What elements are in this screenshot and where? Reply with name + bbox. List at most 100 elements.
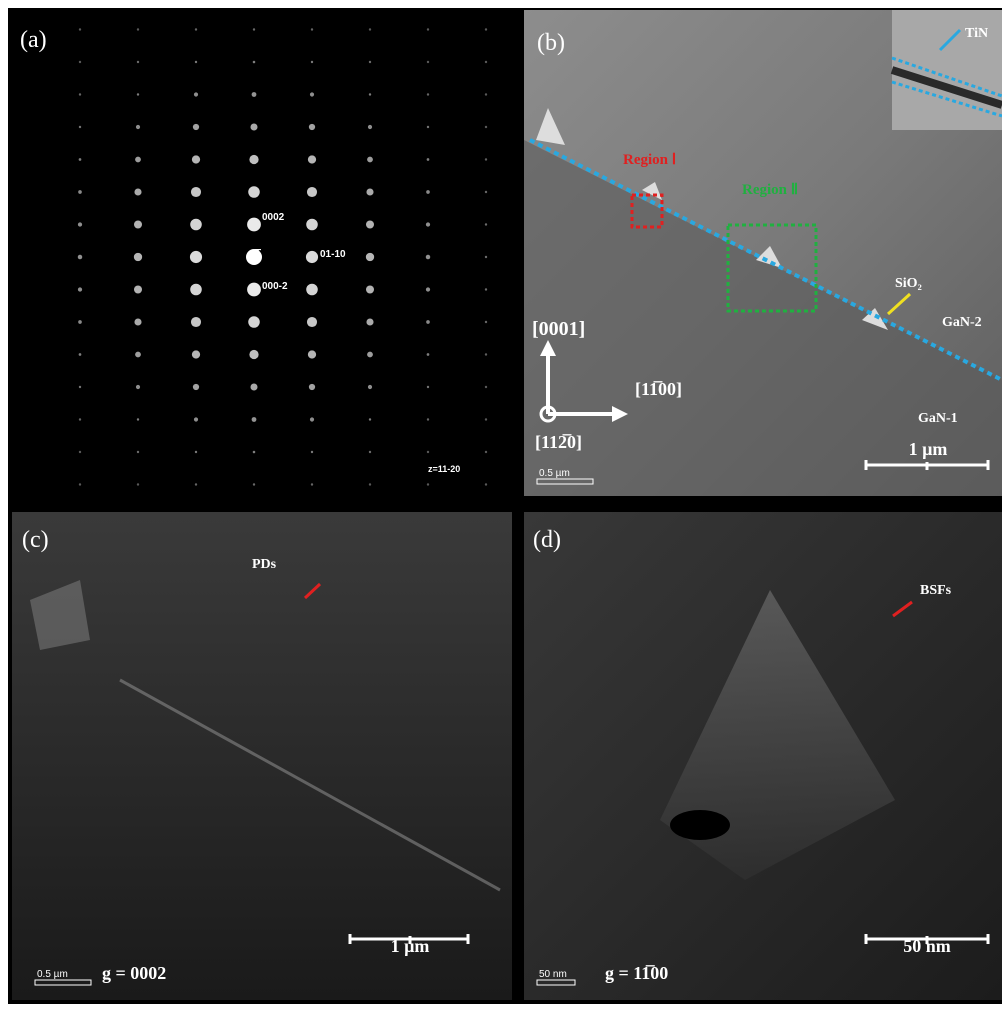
diffraction-spot [194, 92, 198, 96]
diffraction-spot [248, 316, 260, 328]
diffraction-spot [136, 125, 140, 129]
spot-label: 000-2 [262, 281, 288, 292]
diffraction-spot [79, 126, 81, 128]
diffraction-spot [135, 352, 141, 358]
diffraction-spot [192, 350, 200, 358]
diffraction-spot [79, 451, 81, 453]
diffraction-spot [306, 219, 318, 231]
diffraction-spot [79, 353, 82, 356]
inset-label: TiN [965, 26, 988, 41]
diffraction-spot [190, 284, 202, 296]
diffraction-spot [485, 61, 487, 63]
diffraction-spot [485, 126, 487, 128]
material-label: GaN-1 [918, 411, 958, 426]
diffraction-spot [311, 61, 313, 63]
material-label: SiO₂ [895, 276, 922, 291]
diffraction-spot [191, 187, 201, 197]
diffraction-spot [134, 286, 142, 294]
panel-a: (a) 0002 T 01-10 000-2 z=11-20 [12, 10, 512, 497]
diffraction-spot [368, 385, 372, 389]
diffraction-spot [306, 284, 318, 296]
diffraction-spot [191, 317, 201, 327]
panel-c: (c) PDs 0.5 µm g = 0002 1 µm [12, 512, 512, 1000]
diffraction-spot [78, 320, 82, 324]
diffraction-spot [310, 417, 314, 421]
diffraction-spot [193, 384, 199, 390]
diffraction-spot [369, 451, 371, 453]
diffraction-spot [311, 28, 313, 30]
diffraction-spot [427, 126, 429, 128]
diffraction-spot [137, 93, 139, 95]
diffraction-spot [79, 61, 81, 63]
diffraction-spot [485, 223, 487, 225]
panel-b: (b) TiN Region Ⅰ Region Ⅱ SiO₂ GaN-2 GaN… [524, 10, 1002, 496]
diffraction-spot [78, 255, 82, 259]
diffraction-spot [485, 483, 487, 485]
diffraction-spot [253, 483, 255, 485]
diffraction-spot [427, 158, 430, 161]
diffraction-spot [427, 451, 429, 453]
diffraction-spot [190, 219, 202, 231]
diffraction-spot [136, 385, 140, 389]
diffraction-spot [135, 157, 141, 163]
diffraction-spot [78, 222, 82, 226]
axis-label: [112̅0] [535, 432, 582, 452]
spot-label: T [255, 248, 261, 259]
diffraction-spot [309, 124, 315, 130]
diffraction-spot [192, 155, 200, 163]
figure: (a) 0002 T 01-10 000-2 z=11-20 (b) TiN R… [0, 0, 1002, 1011]
diffraction-spot [307, 317, 317, 327]
diffraction-spot [134, 318, 141, 325]
diffraction-spot [137, 28, 139, 30]
diffraction-image [12, 10, 512, 497]
diffraction-spot [368, 125, 372, 129]
diffraction-spot [426, 222, 430, 226]
diffraction-spot [485, 321, 487, 323]
diffraction-spot [485, 158, 487, 160]
diffraction-spot [427, 28, 429, 30]
panel-label: (d) [533, 527, 561, 553]
diffraction-spot [485, 93, 487, 95]
diffraction-spot [137, 483, 139, 485]
diffraction-spot [134, 221, 142, 229]
diffraction-spot [249, 350, 258, 359]
diffraction-spot [369, 93, 371, 95]
diffraction-spot [311, 451, 313, 453]
diffraction-spot [79, 93, 81, 95]
diffraction-spot [366, 286, 374, 294]
material-label: GaN-2 [942, 315, 982, 330]
diffraction-spot [369, 28, 371, 30]
diffraction-spot [190, 251, 202, 263]
diffraction-spot [485, 451, 487, 453]
diffraction-spot [367, 352, 373, 358]
panel-d: (d) BSFs 50 nm g = 11̅00 50 nm [524, 512, 1002, 1000]
diffraction-spot [134, 253, 142, 261]
diffraction-spot [253, 451, 256, 454]
axis-label: [11̅00] [635, 379, 682, 399]
diffraction-spot [79, 158, 82, 161]
diffraction-spot [247, 283, 261, 297]
page: (a) 0002 T 01-10 000-2 z=11-20 (b) TiN R… [0, 0, 1002, 1011]
diffraction-spot [485, 418, 487, 420]
diffraction-spot [250, 123, 257, 130]
annotation: PDs [252, 557, 277, 572]
panel-label: (b) [537, 30, 565, 56]
diffraction-spot [306, 251, 318, 263]
cavity [670, 810, 730, 840]
small-scale-label: 0.5 µm [37, 969, 68, 980]
diffraction-spot [193, 124, 199, 130]
diffraction-spot [427, 93, 429, 95]
scale-label: 50 nm [903, 936, 951, 956]
diffraction-spot [366, 221, 374, 229]
diffraction-spot [252, 417, 257, 422]
diffraction-spot [195, 483, 197, 485]
spot-label: 0002 [262, 212, 285, 223]
diffraction-spot [485, 353, 487, 355]
diffraction-spot [195, 61, 197, 63]
diffraction-spot [137, 61, 139, 63]
axis-label: [0001] [532, 318, 585, 340]
diffraction-spot [309, 384, 315, 390]
diffraction-spot [195, 451, 197, 453]
diffraction-spot [427, 483, 429, 485]
panel-label: (c) [22, 527, 49, 553]
